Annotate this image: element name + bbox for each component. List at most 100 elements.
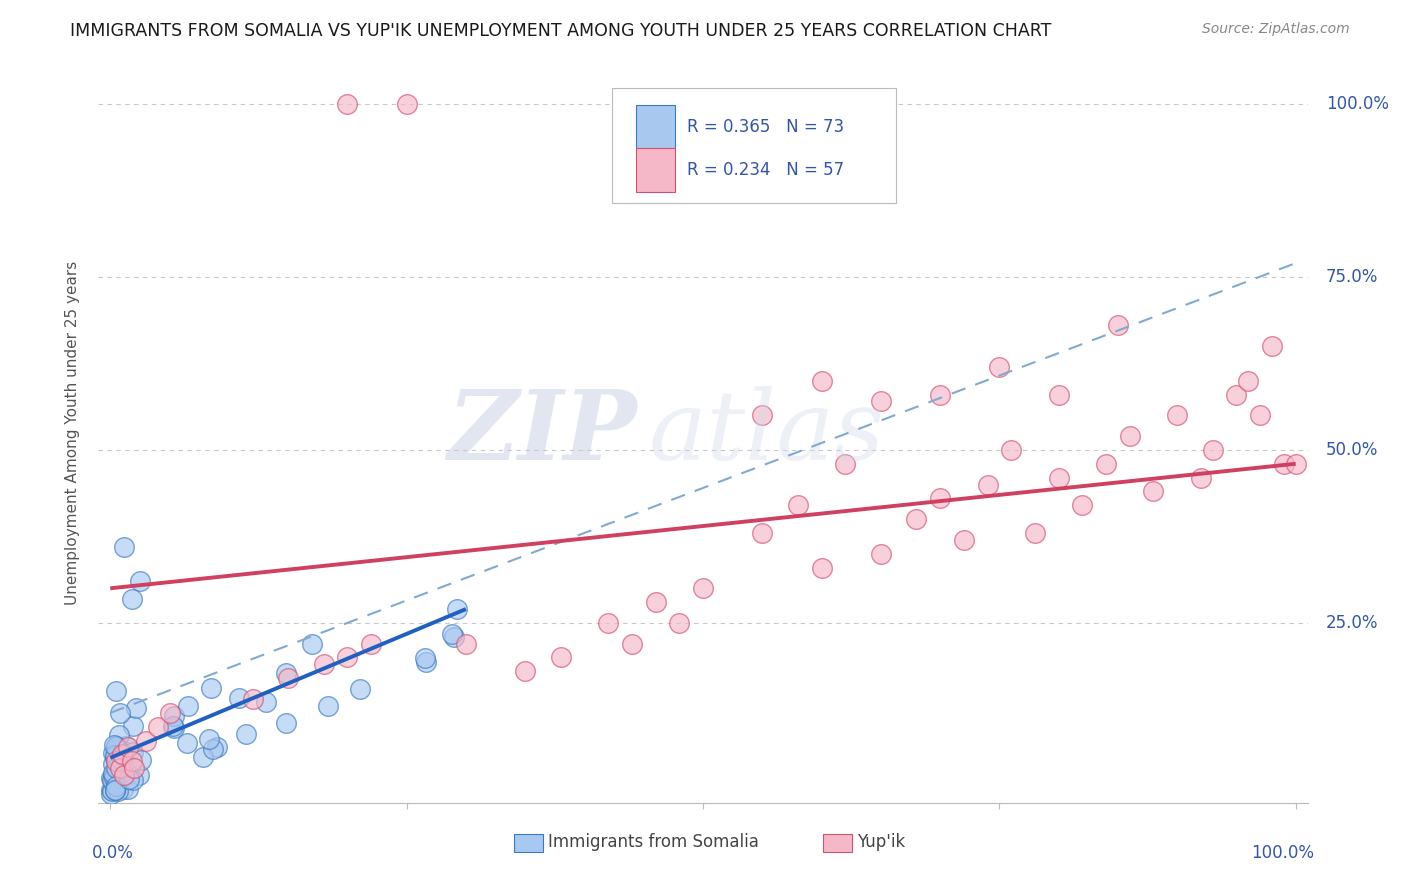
Point [1285,457,1308,471]
Point [929,491,952,506]
Point [105,776,128,790]
Point [1107,318,1129,333]
Point [146,720,169,734]
Point [104,742,127,756]
Point [440,627,463,641]
Point [129,753,152,767]
FancyBboxPatch shape [637,148,675,192]
Point [1047,387,1070,401]
Point [515,665,537,679]
FancyBboxPatch shape [637,105,675,149]
Point [101,772,124,787]
Point [869,394,891,409]
Point [668,615,690,630]
Point [550,650,572,665]
Point [929,387,952,401]
Point [110,743,132,757]
Point [1047,470,1070,484]
Point [869,547,891,561]
Point [312,657,335,672]
Point [100,784,122,798]
Text: R = 0.365   N = 73: R = 0.365 N = 73 [688,118,845,136]
Point [454,637,477,651]
Point [110,706,132,720]
Text: 100.0%: 100.0% [1250,844,1313,862]
Point [105,684,128,698]
Point [105,761,128,775]
Point [104,783,127,797]
Point [316,698,339,713]
Point [122,719,145,733]
Point [117,740,139,755]
Point [104,766,127,780]
Point [105,754,128,768]
Point [159,706,181,720]
Point [121,754,143,768]
Point [336,97,359,112]
Point [228,690,250,705]
FancyBboxPatch shape [515,834,543,852]
Point [644,595,666,609]
Point [1272,457,1295,471]
Point [121,772,143,787]
Point [100,787,122,801]
Text: 0.0%: 0.0% [93,844,134,862]
Point [810,374,832,388]
Point [242,692,264,706]
Point [107,741,129,756]
Point [163,709,186,723]
Point [103,770,125,784]
Point [198,732,221,747]
Y-axis label: Unemployment Among Youth under 25 years: Unemployment Among Youth under 25 years [65,260,80,605]
Point [104,783,127,797]
Point [117,781,139,796]
Point [105,740,128,755]
Point [111,747,134,762]
Point [103,739,125,753]
Point [201,741,224,756]
Point [988,359,1011,374]
Point [114,739,136,753]
Point [751,409,773,423]
Point [114,540,136,554]
Point [1237,374,1260,388]
Point [360,637,382,651]
Text: ZIP: ZIP [447,385,637,480]
Point [176,699,198,714]
Point [135,733,157,747]
Point [1249,409,1271,423]
Point [1189,470,1212,484]
Point [834,457,856,471]
Point [105,770,128,784]
Point [810,560,832,574]
Point [336,650,359,665]
Point [274,665,297,680]
Point [277,671,299,685]
Point [118,772,141,787]
Point [413,651,436,665]
Text: IMMIGRANTS FROM SOMALIA VS YUP'IK UNEMPLOYMENT AMONG YOUTH UNDER 25 YEARS CORREL: IMMIGRANTS FROM SOMALIA VS YUP'IK UNEMPL… [70,22,1052,40]
Point [443,630,465,644]
Point [207,739,229,754]
Point [349,681,371,696]
Text: Source: ZipAtlas.com: Source: ZipAtlas.com [1202,22,1350,37]
Point [128,768,150,782]
Point [1024,525,1046,540]
Point [122,761,145,775]
Point [235,727,257,741]
Point [200,681,222,696]
Point [112,781,135,796]
Point [110,772,132,787]
Point [1261,339,1284,353]
Point [952,533,974,547]
Text: 50.0%: 50.0% [1326,441,1378,458]
Point [104,751,127,765]
Point [1095,457,1118,471]
Point [1166,409,1188,423]
Point [104,747,127,762]
Text: Yup'ik: Yup'ik [856,833,905,851]
Point [751,525,773,540]
Point [111,754,134,768]
Point [129,574,152,589]
FancyBboxPatch shape [613,88,897,203]
